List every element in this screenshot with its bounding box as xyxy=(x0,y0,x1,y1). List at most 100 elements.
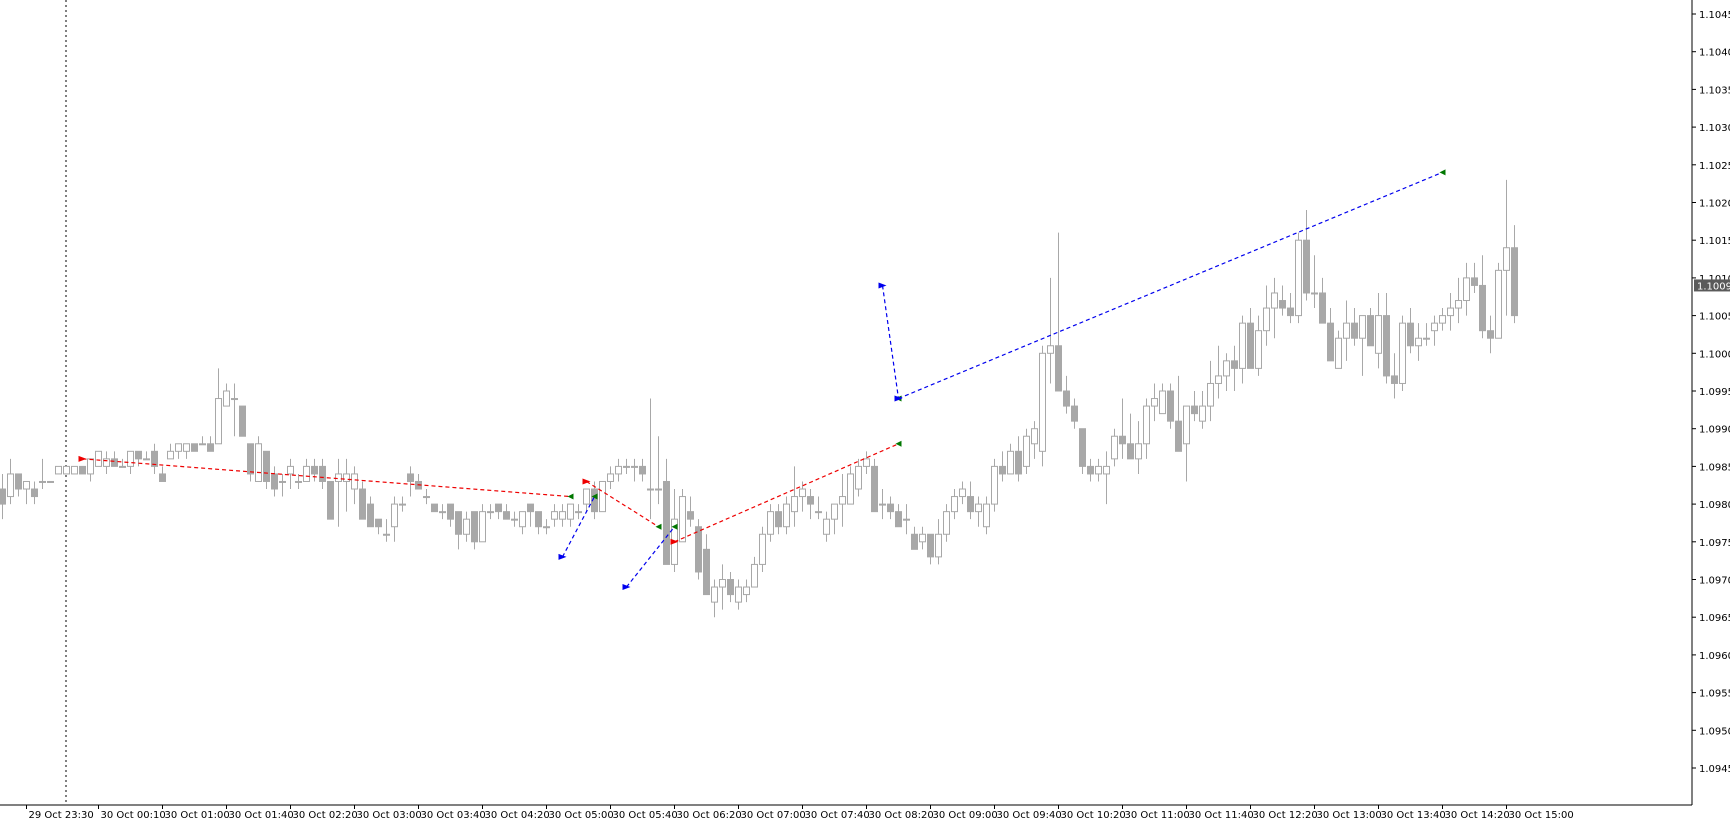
candle-body-down xyxy=(0,488,6,505)
candle-body-down xyxy=(1487,330,1494,339)
price-axis[interactable]: 1.0945 1.0950 1.0955 1.0960 1.0965 1.0970 1.09… xyxy=(1692,10,1730,775)
candle-body-up xyxy=(583,488,590,505)
trade-sell[interactable] xyxy=(670,440,902,545)
candle-body-up xyxy=(183,443,190,452)
candle-body-up xyxy=(1199,405,1206,422)
trade-sell[interactable] xyxy=(78,455,574,500)
candle-body-down xyxy=(431,503,438,513)
candle-body-up xyxy=(103,458,110,467)
candle-body-down xyxy=(1383,315,1390,377)
candle-body-down xyxy=(999,465,1006,475)
candle-body-down xyxy=(535,511,542,528)
trade-open-arrow-icon xyxy=(78,455,87,462)
price-tick-label: 1.1045 xyxy=(1699,10,1730,21)
candle xyxy=(1471,262,1478,293)
price-tick-label: 1.0950 xyxy=(1699,726,1730,737)
candle xyxy=(167,443,174,460)
candle xyxy=(575,504,582,520)
candle-body-up xyxy=(951,496,958,513)
candle xyxy=(951,489,958,520)
candle xyxy=(1207,360,1214,422)
candle xyxy=(687,496,694,527)
candle xyxy=(1367,308,1374,347)
candle-body-up xyxy=(1159,390,1166,415)
trade-line xyxy=(82,458,571,498)
trade-open-arrow-icon xyxy=(558,553,567,560)
time-tick-label: 30 Oct 00:10 xyxy=(101,810,166,821)
candle-body-up xyxy=(343,473,350,482)
candle xyxy=(47,480,54,483)
candle-body-down xyxy=(263,450,270,482)
candle xyxy=(119,458,126,468)
candle xyxy=(775,504,782,535)
candle xyxy=(103,451,110,474)
candle-body-up xyxy=(599,480,606,513)
candle-body-up xyxy=(335,473,342,482)
candle xyxy=(1327,308,1334,362)
candle xyxy=(519,511,526,535)
candle xyxy=(31,481,38,505)
candle xyxy=(1375,292,1382,369)
candle xyxy=(199,436,206,446)
candle-body-down xyxy=(1351,322,1358,339)
candle xyxy=(1351,308,1358,346)
candle-body-up xyxy=(1399,322,1406,384)
candle xyxy=(1135,421,1142,474)
candle xyxy=(1215,345,1222,399)
candle xyxy=(1383,292,1390,384)
candle xyxy=(1231,345,1238,391)
candle xyxy=(487,504,494,520)
candle-body-down xyxy=(1511,247,1518,317)
candle xyxy=(1039,345,1046,467)
candle-body-up xyxy=(351,473,358,490)
candle-body-down xyxy=(775,511,782,528)
candle xyxy=(255,436,262,482)
trade-buy[interactable] xyxy=(558,493,598,560)
candle-body-down xyxy=(327,480,334,520)
candle xyxy=(63,465,70,475)
candle-body-up xyxy=(567,503,574,520)
candle-body-up xyxy=(935,533,942,558)
candle xyxy=(327,480,334,520)
candle xyxy=(87,458,94,482)
candle xyxy=(407,466,414,497)
candle-body-up xyxy=(23,480,30,490)
time-tick-label: 30 Oct 13:00 xyxy=(1317,810,1382,821)
candle xyxy=(143,451,150,461)
time-tick-label: 30 Oct 04:20 xyxy=(485,810,550,821)
candle-body-up xyxy=(943,511,950,535)
candle xyxy=(223,383,230,407)
candle-body-up xyxy=(543,526,550,529)
candle xyxy=(703,534,710,596)
candle-body-up xyxy=(423,496,430,499)
trade-buy[interactable] xyxy=(622,523,678,591)
candle xyxy=(303,458,310,482)
candle-body-up xyxy=(679,496,686,543)
trade-buy[interactable] xyxy=(894,169,1446,402)
candle xyxy=(439,504,446,520)
candle xyxy=(1439,308,1446,331)
candle-body-up xyxy=(1215,375,1222,384)
trade-close-arrow-icon xyxy=(591,493,598,500)
candle-body-up xyxy=(719,579,726,588)
trade-sell[interactable] xyxy=(582,478,662,530)
candle xyxy=(759,526,766,572)
candle-body-up xyxy=(7,473,14,498)
time-tick-label: 30 Oct 14:20 xyxy=(1445,810,1510,821)
candle-body-up xyxy=(231,398,238,401)
candle xyxy=(231,383,238,437)
candle-body-down xyxy=(207,443,214,452)
candle-body-down xyxy=(1191,405,1198,415)
time-tick-label: 30 Oct 05:00 xyxy=(549,810,614,821)
candle xyxy=(583,488,590,512)
candle xyxy=(1287,292,1294,324)
candle xyxy=(1279,285,1286,316)
candle-body-down xyxy=(591,488,598,513)
candle xyxy=(559,504,566,527)
candle-body-up xyxy=(879,503,886,506)
candle-body-down xyxy=(79,465,86,475)
candle xyxy=(815,496,822,520)
candle xyxy=(1047,277,1054,384)
